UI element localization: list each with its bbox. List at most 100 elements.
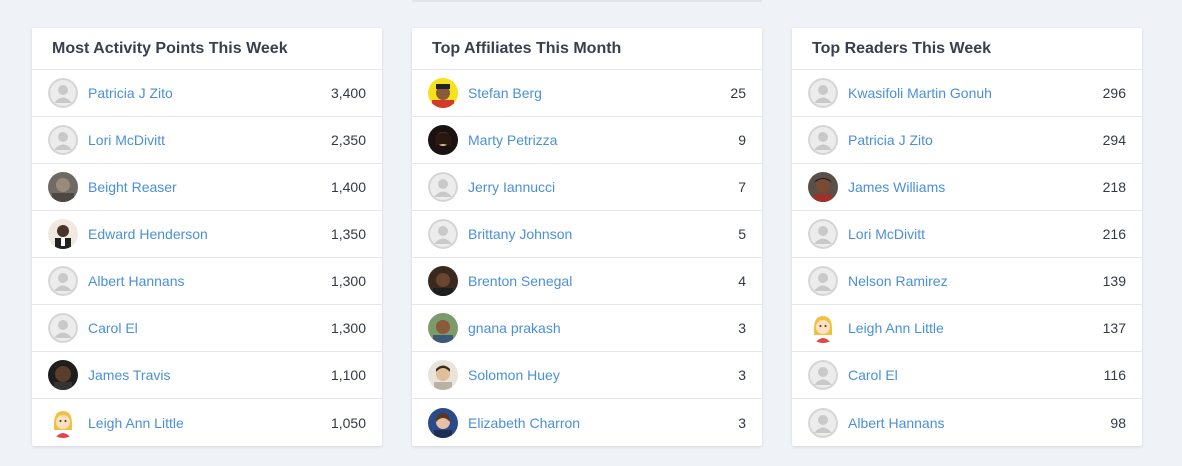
user-name-link[interactable]: Leigh Ann Little [848, 320, 944, 336]
count-value: 3 [738, 367, 746, 383]
top-divider-bar [412, 0, 762, 2]
user-name-link[interactable]: Marty Petrizza [468, 132, 558, 148]
default-user-icon[interactable] [48, 125, 78, 155]
leaderboard-row: Lori McDivitt 216 [792, 211, 1142, 258]
default-user-icon[interactable] [808, 407, 838, 438]
user-name-link[interactable]: Patricia J Zito [848, 132, 933, 148]
user-photo-avatar[interactable] [808, 172, 838, 202]
default-user-icon[interactable] [808, 219, 838, 249]
user-name-link[interactable]: Carol El [88, 320, 138, 336]
user-photo-avatar[interactable] [428, 266, 458, 296]
user-name-link[interactable]: Beight Reaser [88, 179, 177, 195]
count-value: 25 [730, 85, 746, 101]
user-name-link[interactable]: Kwasifoli Martin Gonuh [848, 85, 992, 101]
leaderboard-row: Brenton Senegal 4 [412, 258, 762, 305]
user-name-link[interactable]: Edward Henderson [88, 226, 208, 242]
user-name-link[interactable]: James Travis [88, 367, 171, 383]
points-value: 1,300 [330, 273, 366, 289]
points-value: 1,350 [330, 226, 366, 242]
user-name-link[interactable]: Patricia J Zito [88, 85, 173, 101]
points-value: 1,400 [330, 179, 366, 195]
user-name-link[interactable]: Albert Hannans [848, 414, 945, 431]
count-value: 4 [738, 273, 746, 289]
leaderboard-row: Marty Petrizza 9 [412, 117, 762, 164]
leaderboard-row: Nelson Ramirez 139 [792, 258, 1142, 305]
default-user-icon[interactable] [48, 78, 78, 108]
user-name-link[interactable]: Albert Hannans [88, 273, 185, 289]
card-top-readers: Top Readers This Week Kwasifoli Martin G… [792, 28, 1142, 446]
card-most-activity-points: Most Activity Points This Week Patricia … [32, 28, 382, 446]
points-value: 1,300 [330, 320, 366, 336]
user-name-link[interactable]: Leigh Ann Little [88, 414, 184, 431]
leaderboard-row: Kwasifoli Martin Gonuh 296 [792, 70, 1142, 117]
count-value: 7 [738, 179, 746, 195]
count-value: 296 [1102, 85, 1126, 101]
count-value: 294 [1102, 132, 1126, 148]
count-value: 3 [738, 414, 746, 431]
user-photo-avatar[interactable] [428, 313, 458, 343]
leaderboard-row: Lori McDivitt 2,350 [32, 117, 382, 164]
leaderboard-row: Edward Henderson 1,350 [32, 211, 382, 258]
user-photo-avatar[interactable] [48, 172, 78, 202]
leaderboard-row: Carol El 1,300 [32, 305, 382, 352]
leaderboard-row: Jerry Iannucci 7 [412, 164, 762, 211]
card-top-affiliates: Top Affiliates This Month Stefan Berg 25… [412, 28, 762, 446]
user-name-link[interactable]: Lori McDivitt [88, 132, 166, 148]
user-name-link[interactable]: Elizabeth Charron [468, 414, 581, 431]
default-user-icon[interactable] [808, 360, 838, 390]
count-value: 98 [1110, 414, 1126, 431]
card-title: Top Affiliates This Month [412, 28, 762, 70]
user-name-link[interactable]: Carol El [848, 367, 898, 383]
user-photo-avatar[interactable] [428, 125, 458, 155]
default-user-icon[interactable] [428, 172, 458, 202]
count-value: 139 [1102, 273, 1126, 289]
user-name-link[interactable]: Stefan Berg [468, 85, 542, 101]
default-user-icon[interactable] [808, 78, 838, 108]
leaderboard-row: James Williams 218 [792, 164, 1142, 211]
count-value: 5 [738, 226, 746, 242]
leaderboard-row: Beight Reaser 1,400 [32, 164, 382, 211]
count-value: 218 [1102, 179, 1126, 195]
count-value: 137 [1102, 320, 1126, 336]
user-photo-avatar[interactable] [428, 407, 458, 438]
points-value: 1,100 [330, 367, 366, 383]
user-name-link[interactable]: Lori McDivitt [848, 226, 926, 242]
user-name-link[interactable]: Brenton Senegal [468, 273, 573, 289]
count-value: 116 [1103, 367, 1126, 383]
cartoon-avatar[interactable] [48, 407, 78, 438]
leaderboard-row: Albert Hannans 98 [792, 399, 1142, 446]
leaderboard-row: Elizabeth Charron 3 [412, 399, 762, 446]
card-title: Most Activity Points This Week [32, 28, 382, 70]
leaderboard-row: James Travis 1,100 [32, 352, 382, 399]
leaderboard-row: Patricia J Zito 294 [792, 117, 1142, 164]
points-value: 2,350 [330, 132, 366, 148]
points-value: 1,050 [330, 414, 366, 431]
leaderboard-row: gnana prakash 3 [412, 305, 762, 352]
default-user-icon[interactable] [808, 125, 838, 155]
user-name-link[interactable]: gnana prakash [468, 320, 561, 336]
user-name-link[interactable]: Jerry Iannucci [468, 179, 556, 195]
user-name-link[interactable]: Solomon Huey [468, 367, 560, 383]
leaderboard-row: Albert Hannans 1,300 [32, 258, 382, 305]
user-photo-avatar[interactable] [48, 360, 78, 390]
leaderboard-row: Brittany Johnson 5 [412, 211, 762, 258]
leaderboard-row: Solomon Huey 3 [412, 352, 762, 399]
user-name-link[interactable]: James Williams [848, 179, 946, 195]
count-value: 9 [738, 132, 746, 148]
user-name-link[interactable]: Nelson Ramirez [848, 273, 948, 289]
points-value: 3,400 [330, 85, 366, 101]
user-photo-avatar[interactable] [428, 78, 458, 108]
leaderboard-row: Carol El 116 [792, 352, 1142, 399]
leaderboard-row: Leigh Ann Little 137 [792, 305, 1142, 352]
leaderboard-row: Stefan Berg 25 [412, 70, 762, 117]
default-user-icon[interactable] [48, 266, 78, 296]
default-user-icon[interactable] [428, 219, 458, 249]
cartoon-avatar[interactable] [808, 313, 838, 343]
default-user-icon[interactable] [48, 313, 78, 343]
default-user-icon[interactable] [808, 266, 838, 296]
user-photo-avatar[interactable] [428, 360, 458, 390]
leaderboard-row: Patricia J Zito 3,400 [32, 70, 382, 117]
count-value: 216 [1102, 226, 1126, 242]
user-photo-avatar[interactable] [48, 219, 78, 249]
user-name-link[interactable]: Brittany Johnson [468, 226, 573, 242]
